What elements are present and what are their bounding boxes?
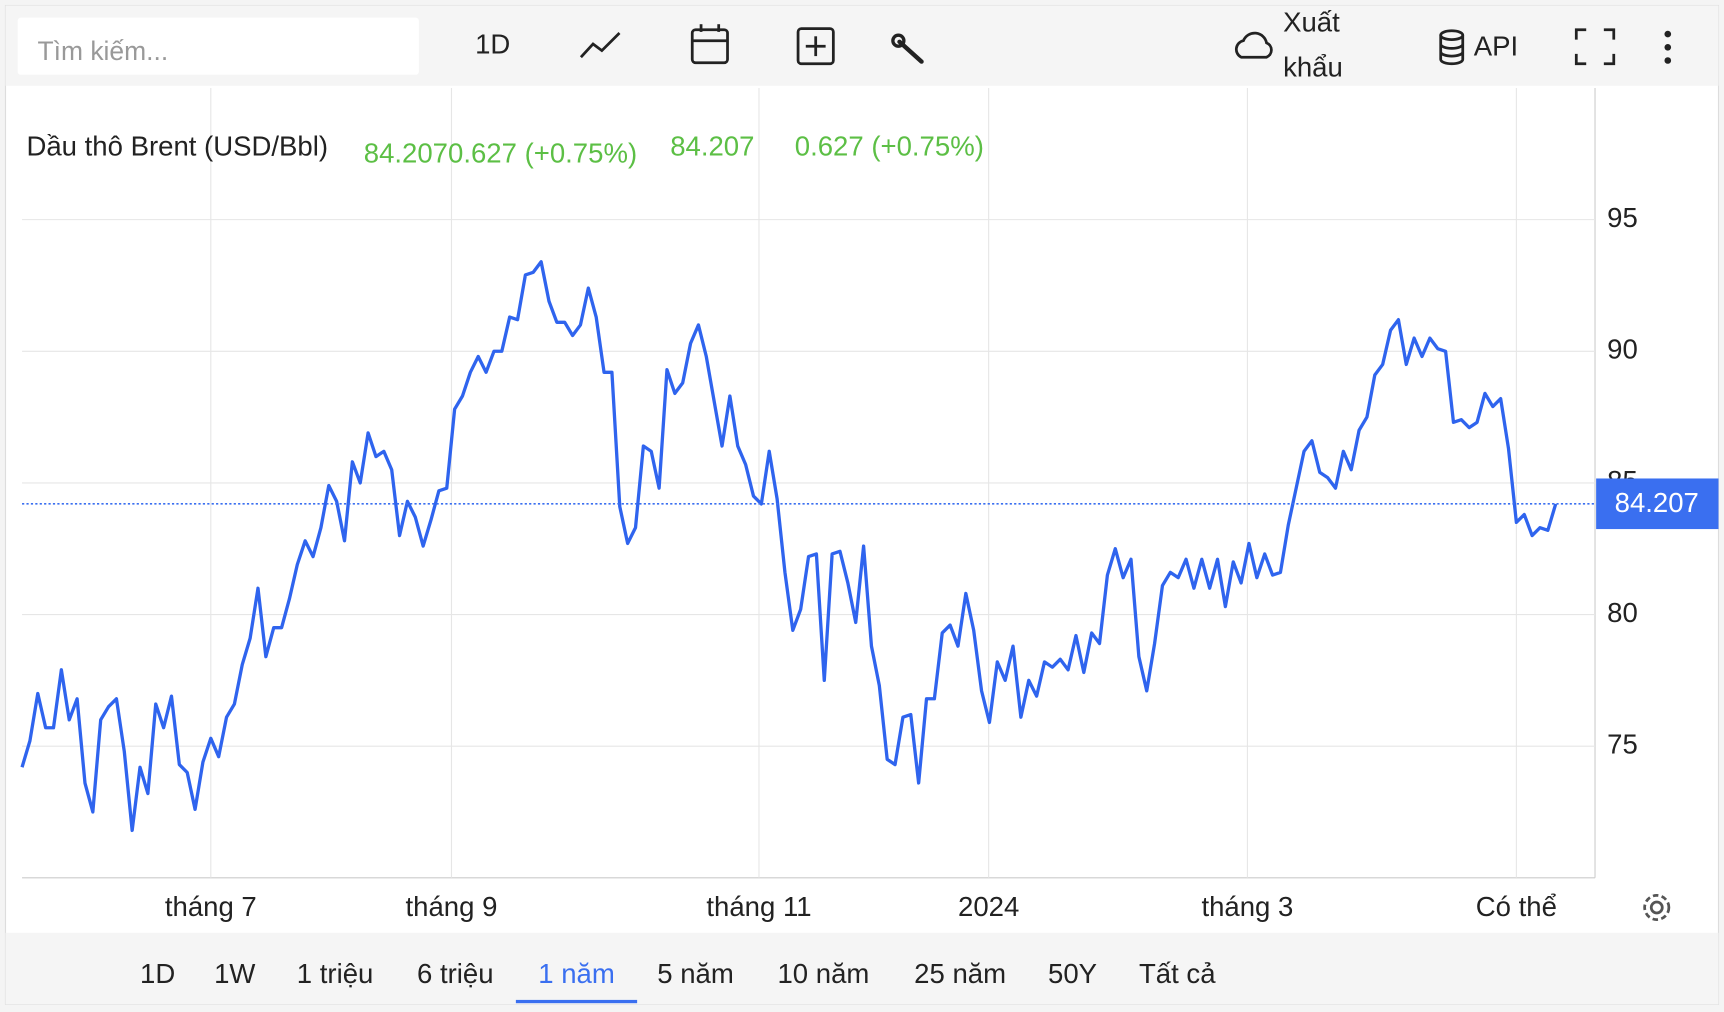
range-button[interactable]: 5 năm xyxy=(657,958,734,989)
range-button[interactable]: 10 năm xyxy=(777,958,869,989)
range-button[interactable]: 1D xyxy=(140,958,175,989)
range-button[interactable]: 25 năm xyxy=(914,958,1006,989)
calendar-icon[interactable] xyxy=(690,24,729,65)
legend-price: 84.207 xyxy=(670,131,754,162)
search-placeholder: Tìm kiếm... xyxy=(37,36,168,66)
legend-combined: 84.2070.627 (+0.75%) xyxy=(364,137,637,168)
export-label-line[interactable]: Xuất xyxy=(1283,6,1340,37)
interval-button[interactable]: 1D xyxy=(475,28,510,59)
x-tick-label: tháng 3 xyxy=(1201,891,1293,922)
range-button[interactable]: 1 triệu xyxy=(297,958,374,989)
range-button[interactable]: 1 năm xyxy=(538,958,615,989)
y-tick-label: 95 xyxy=(1607,202,1638,233)
x-tick-label: tháng 9 xyxy=(406,891,498,922)
x-tick-label: Có thể xyxy=(1476,891,1557,922)
range-active-underline xyxy=(515,999,638,1004)
legend-title: Dầu thô Brent (USD/Bbl) xyxy=(26,131,328,162)
indicator-icon[interactable] xyxy=(796,27,835,66)
export-label-line[interactable]: khẩu xyxy=(1283,52,1343,83)
current-price-label: 84.207 xyxy=(1615,487,1699,518)
range-button[interactable]: 50Y xyxy=(1048,958,1097,989)
range-bar xyxy=(5,932,1719,1005)
more-icon[interactable] xyxy=(1664,30,1672,64)
legend-change: 0.627 (+0.75%) xyxy=(795,131,984,162)
y-tick-label: 80 xyxy=(1607,597,1638,628)
settings-icon[interactable] xyxy=(1643,894,1671,921)
x-tick-label: tháng 11 xyxy=(706,891,811,922)
range-button[interactable]: 6 triệu xyxy=(417,958,494,989)
tools-icon[interactable] xyxy=(891,33,924,64)
chart-type-icon[interactable] xyxy=(579,32,621,59)
x-tick-label: 2024 xyxy=(958,891,1019,922)
search-box[interactable] xyxy=(17,17,419,75)
frame xyxy=(4,4,1720,1005)
range-button[interactable]: Tất cả xyxy=(1139,958,1216,989)
range-button[interactable]: 1W xyxy=(214,958,255,989)
export-icon[interactable] xyxy=(1234,31,1273,59)
y-tick-label: 90 xyxy=(1607,334,1638,365)
current-price-box xyxy=(1596,478,1719,530)
y-tick-label: 75 xyxy=(1607,728,1638,759)
api-icon[interactable] xyxy=(1439,29,1465,66)
api-button[interactable]: API xyxy=(1474,31,1518,62)
price-line xyxy=(20,260,1558,833)
fullscreen-icon[interactable] xyxy=(1574,28,1616,66)
x-tick-label: tháng 7 xyxy=(165,891,257,922)
